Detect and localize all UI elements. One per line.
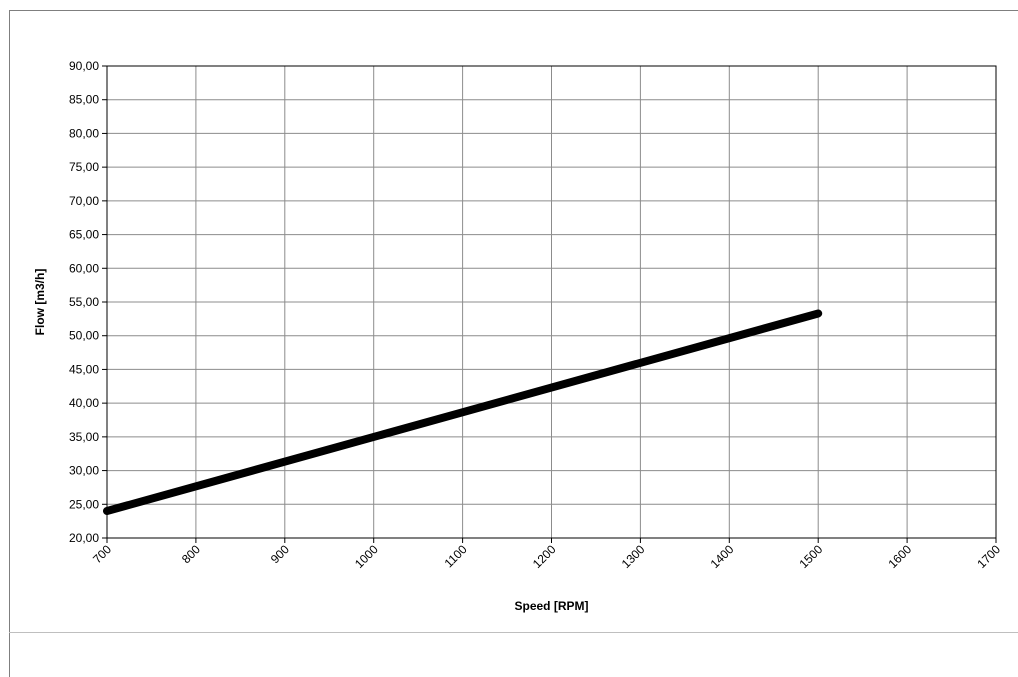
y-tick-labels: 20,00 25,00 30,00 35,00 40,00 45,00 50,00 55,00… (69, 59, 99, 545)
x-tick-label: 1100 (442, 542, 470, 570)
plot-area-border (106, 65, 997, 539)
series-line (103, 309, 823, 516)
x-tick-label: 900 (268, 542, 292, 566)
series-layer (103, 309, 823, 516)
y-tick-label: 65,00 (69, 228, 99, 242)
y-tick-label: 75,00 (69, 160, 99, 174)
y-tick-label: 90,00 (69, 59, 99, 73)
x-tick-label: 700 (90, 542, 114, 566)
y-tick-label: 35,00 (69, 430, 99, 444)
y-tick-label: 30,00 (69, 464, 99, 478)
y-axis-title: Flow [m3/h] (33, 269, 47, 336)
y-tick-label: 70,00 (69, 194, 99, 208)
y-tick-label: 40,00 (69, 396, 99, 410)
y-tick-label: 45,00 (69, 362, 99, 376)
y-tick-label: 55,00 (69, 295, 99, 309)
y-tick-label: 25,00 (69, 497, 99, 511)
y-tick-label: 50,00 (69, 329, 99, 343)
x-tick-label: 1500 (797, 542, 826, 571)
x-tick-label: 1200 (530, 542, 559, 571)
x-tick-label: 1300 (619, 542, 648, 571)
x-tick-label: 1000 (352, 542, 381, 571)
x-tick-labels: 700 800 900 1000 1100 1200 1300 1400 1500 1600 170… (90, 542, 1003, 571)
y-tick-label: 80,00 (69, 126, 99, 140)
x-tick-label: 1700 (974, 542, 1003, 571)
x-axis-title: Speed [RPM] (514, 599, 588, 613)
y-tick-label: 20,00 (69, 531, 99, 545)
x-tick-label: 800 (179, 542, 203, 566)
y-tick-label: 85,00 (69, 93, 99, 107)
x-tick-label: 1400 (708, 542, 737, 571)
chart-frame-top-border (9, 10, 1018, 11)
x-tick-label: 1600 (885, 542, 914, 571)
chart-frame-divider (9, 632, 1018, 633)
y-tick-label: 60,00 (69, 261, 99, 275)
chart-frame-left-border (9, 10, 10, 677)
